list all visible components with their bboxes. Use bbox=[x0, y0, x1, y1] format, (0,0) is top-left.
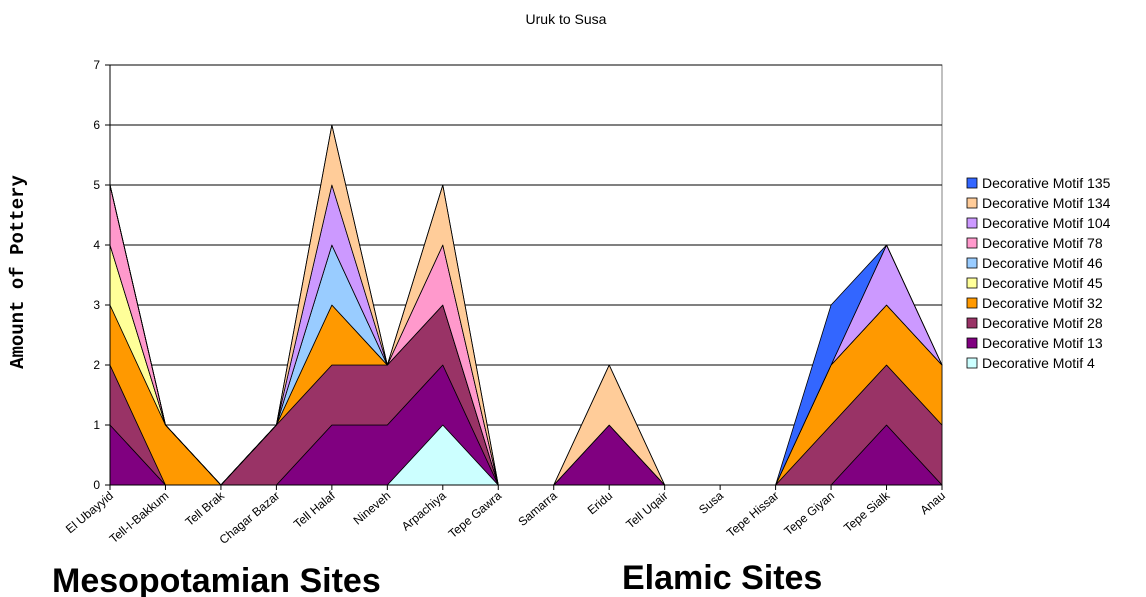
legend-entry: Decorative Motif 46 bbox=[982, 255, 1103, 271]
legend: Decorative Motif 135 Decorative Motif 134… bbox=[966, 175, 1111, 371]
legend-swatch bbox=[966, 297, 978, 309]
legend-entry: Decorative Motif 135 bbox=[982, 175, 1111, 191]
x-tick-label: Tepe Giyan bbox=[781, 489, 837, 539]
legend-swatch bbox=[966, 237, 978, 249]
x-tick-label: Tell Halaf bbox=[291, 488, 338, 531]
legend-swatch bbox=[966, 277, 978, 289]
y-tick-label: 2 bbox=[93, 358, 100, 372]
y-tick-label: 1 bbox=[93, 418, 100, 432]
x-tick-label: Tepe Hissar bbox=[724, 489, 782, 540]
x-tick-label: Anau bbox=[917, 489, 947, 518]
x-tick-label: Chagar Bazar bbox=[217, 489, 283, 547]
legend-entry: Decorative Motif 134 bbox=[982, 195, 1111, 211]
y-tick-label: 0 bbox=[93, 478, 100, 492]
legend-swatch bbox=[966, 257, 978, 269]
y-tick-label: 7 bbox=[93, 58, 100, 72]
x-tick-label: Nineveh bbox=[351, 489, 394, 528]
y-tick-label: 4 bbox=[93, 238, 100, 252]
legend-entry: Decorative Motif 28 bbox=[982, 315, 1103, 331]
y-axis-label: Amount of Pottery bbox=[7, 174, 29, 368]
legend-swatch bbox=[966, 177, 978, 189]
legend-entry: Decorative Motif 104 bbox=[982, 215, 1111, 231]
y-tick-label: 6 bbox=[93, 118, 100, 132]
annotation-elamic-sites: Elamic Sites bbox=[622, 559, 822, 597]
annotation-mesopotamian-sites: Mesopotamian Sites bbox=[52, 562, 381, 597]
legend-swatch bbox=[966, 357, 978, 369]
legend-entry: Decorative Motif 4 bbox=[982, 355, 1095, 371]
legend-entry: Decorative Motif 13 bbox=[982, 335, 1103, 351]
x-tick-label: Tepe Sialk bbox=[841, 488, 893, 535]
x-tick-label: Tell-I-Bakkum bbox=[107, 489, 172, 546]
x-tick-label: Tell Uqair bbox=[623, 489, 670, 532]
legend-swatch bbox=[966, 337, 978, 349]
y-tick-label: 5 bbox=[93, 178, 100, 192]
legend-swatch bbox=[966, 317, 978, 329]
y-tick-label: 3 bbox=[93, 298, 100, 312]
y-tick-labels: 0 1 2 3 4 5 6 7 bbox=[93, 58, 100, 492]
legend-entry: Decorative Motif 32 bbox=[982, 295, 1103, 311]
x-tick-label: Eridu bbox=[585, 489, 615, 518]
axes bbox=[105, 64, 943, 490]
area-series bbox=[109, 124, 943, 486]
chart-title: Uruk to Susa bbox=[526, 11, 607, 27]
x-tick-label: Samarra bbox=[515, 488, 559, 529]
legend-entry: Decorative Motif 45 bbox=[982, 275, 1103, 291]
legend-swatch bbox=[966, 217, 978, 229]
x-tick-label: Arpachiya bbox=[399, 488, 449, 533]
x-tick-label: Susa bbox=[696, 488, 726, 517]
legend-swatch bbox=[966, 197, 978, 209]
legend-entry: Decorative Motif 78 bbox=[982, 235, 1103, 251]
x-tick-label: Tell Brak bbox=[183, 488, 228, 529]
x-tick-label: El Ubayyid bbox=[63, 489, 116, 537]
x-tick-label: Tepe Gawra bbox=[446, 488, 505, 541]
